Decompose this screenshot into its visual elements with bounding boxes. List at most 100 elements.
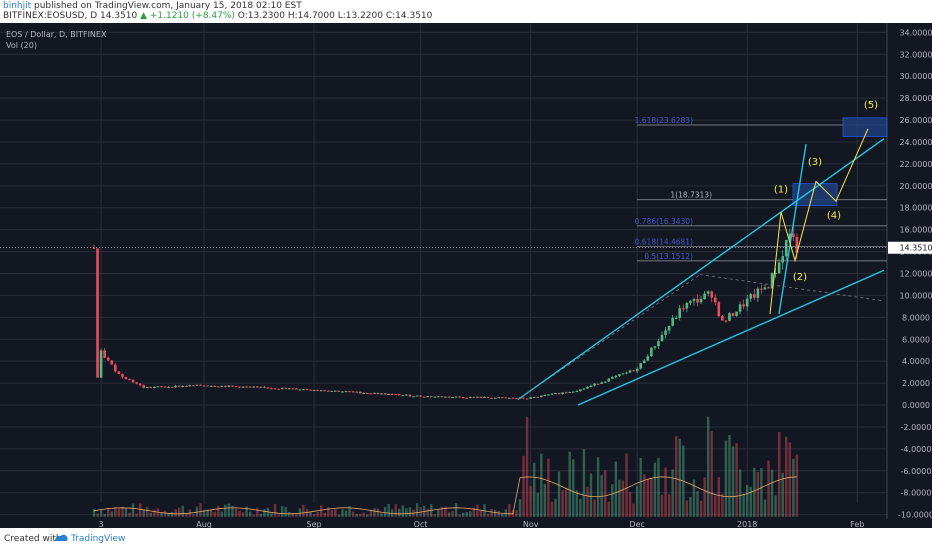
volume-bar bbox=[334, 509, 337, 517]
price-change: ▲ +1.1210 (+8.47%) bbox=[140, 11, 235, 21]
candle-body bbox=[344, 391, 348, 393]
candle-body bbox=[515, 398, 518, 400]
volume-bar bbox=[547, 458, 550, 517]
candle-body bbox=[437, 396, 440, 398]
fib-level-label: 0.5(13.1512) bbox=[644, 252, 693, 261]
candle-body bbox=[635, 368, 639, 372]
candle-body bbox=[767, 287, 770, 289]
y-tick-label: 12.0000 bbox=[899, 270, 932, 279]
volume-bar bbox=[241, 512, 245, 517]
y-tick-label: 26.0000 bbox=[899, 116, 932, 125]
volume-bar bbox=[660, 494, 664, 517]
volume-bar bbox=[440, 506, 444, 517]
author-link[interactable]: binhjit bbox=[3, 1, 32, 11]
volume-bar bbox=[391, 509, 394, 517]
volume-bar bbox=[518, 499, 522, 517]
volume-bar bbox=[557, 471, 561, 517]
candle-body bbox=[692, 299, 696, 301]
candle-body bbox=[579, 389, 582, 392]
volume-bar bbox=[327, 507, 330, 517]
candle-body bbox=[415, 395, 419, 397]
y-tick-label: -8.0000 bbox=[901, 489, 932, 498]
volume-bar bbox=[401, 505, 405, 517]
volume-bar bbox=[394, 504, 397, 517]
candle-body bbox=[784, 239, 788, 257]
candle-body bbox=[522, 397, 525, 399]
volume-bar bbox=[735, 443, 738, 517]
volume-bar bbox=[234, 508, 238, 517]
candle-body bbox=[334, 390, 337, 392]
candle-body bbox=[106, 357, 110, 361]
volume-bar bbox=[135, 513, 138, 517]
candle-body bbox=[362, 393, 366, 395]
volume-bar bbox=[625, 453, 628, 517]
volume-bar bbox=[795, 454, 799, 517]
candle-body bbox=[241, 386, 245, 388]
volume-bar bbox=[149, 512, 152, 517]
x-tick-label: Aug bbox=[196, 520, 212, 528]
volume-bar bbox=[121, 506, 124, 517]
candle-body bbox=[543, 394, 547, 396]
volume-bar bbox=[142, 509, 145, 517]
y-tick-label: -4.0000 bbox=[901, 445, 932, 454]
volume-bar bbox=[288, 512, 291, 517]
candle-body bbox=[117, 371, 121, 374]
candle-body bbox=[444, 396, 447, 398]
volume-bar bbox=[525, 416, 529, 517]
volume-bar bbox=[614, 461, 618, 517]
volume-bar bbox=[291, 512, 294, 517]
candle-body bbox=[728, 313, 731, 321]
candle-body bbox=[213, 385, 216, 387]
impulse-trendline bbox=[778, 144, 807, 315]
candle-body bbox=[770, 273, 774, 289]
candle-body bbox=[646, 356, 650, 361]
candle-body bbox=[114, 364, 117, 372]
candle-body bbox=[231, 385, 234, 387]
candle-body bbox=[422, 396, 426, 398]
dashed-resistance-line bbox=[699, 274, 885, 302]
candle-body bbox=[600, 382, 603, 384]
volume-bar bbox=[199, 503, 202, 517]
candle-body bbox=[706, 291, 710, 294]
volume-bar bbox=[706, 416, 710, 517]
volume-bar bbox=[593, 499, 596, 517]
tradingview-brand[interactable]: TradingView bbox=[71, 534, 126, 544]
chart-area[interactable]: 34.0000 32.0000 30.0000 28.0000 26.0000 24.00… bbox=[0, 23, 932, 528]
candle-body bbox=[327, 390, 330, 392]
fib-level-label: 0.618(14.4681) bbox=[635, 237, 693, 246]
candle-body bbox=[465, 397, 469, 399]
candle-body bbox=[319, 390, 323, 392]
candle-body bbox=[568, 391, 571, 393]
support-trendline bbox=[577, 269, 885, 406]
volume-bar bbox=[383, 506, 387, 517]
volume-bar bbox=[710, 431, 713, 517]
candle-body bbox=[678, 308, 682, 318]
candle-body bbox=[316, 390, 319, 392]
volume-bar bbox=[714, 495, 717, 517]
volume-bar bbox=[785, 436, 788, 517]
candle-body bbox=[774, 273, 777, 275]
candle-body bbox=[429, 396, 433, 398]
volume-bar bbox=[305, 508, 309, 517]
volume-bar bbox=[415, 503, 419, 517]
price-chart[interactable]: 34.000032.000030.000028.000026.000024.00… bbox=[0, 23, 932, 528]
candle-body bbox=[124, 376, 128, 380]
created-with-label: Created with bbox=[4, 534, 62, 544]
candle-body bbox=[366, 393, 369, 395]
candle-body bbox=[682, 308, 685, 310]
y-tick-label: 2.0000 bbox=[902, 379, 930, 388]
candle-body bbox=[174, 385, 177, 388]
volume-bar bbox=[96, 513, 99, 517]
candle-body bbox=[582, 388, 586, 390]
volume-bar bbox=[92, 508, 96, 517]
candle-body bbox=[461, 397, 465, 399]
candle-body bbox=[263, 386, 266, 388]
fib-level-label: 1(18.7313) bbox=[670, 191, 712, 200]
candle-body bbox=[557, 393, 561, 395]
candle-body bbox=[674, 317, 678, 319]
candle-body bbox=[781, 256, 784, 263]
volume-bar bbox=[781, 472, 784, 517]
candle-body bbox=[696, 299, 699, 303]
candle-body bbox=[497, 397, 500, 399]
volume-bar bbox=[731, 446, 735, 517]
